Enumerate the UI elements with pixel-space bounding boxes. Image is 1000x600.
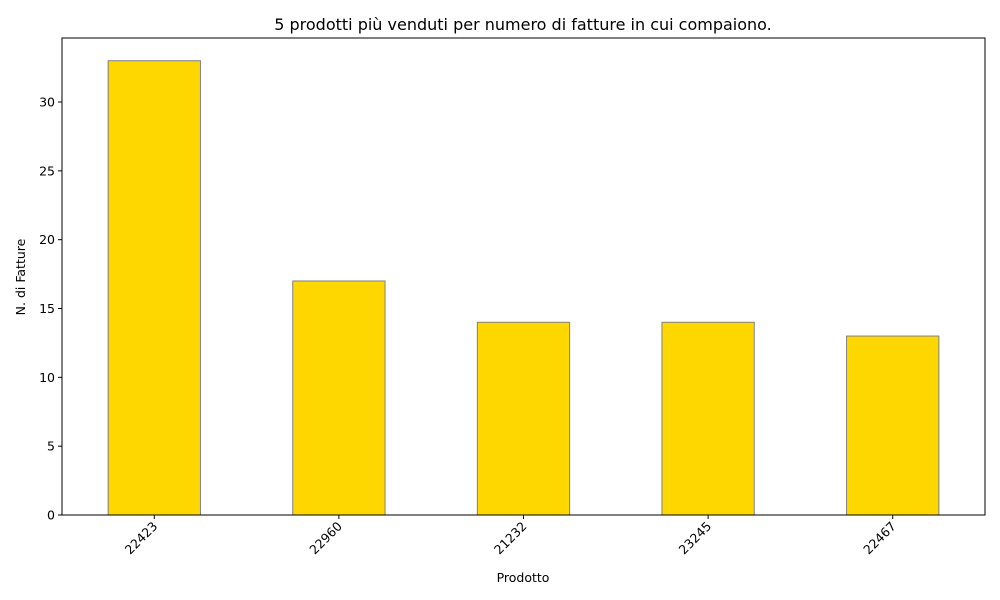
y-tick-label: 5 [47,439,55,454]
x-axis: 22423 22960 21232 23245 22467 [122,515,899,557]
y-tick-label: 15 [39,301,55,316]
y-tick-label: 0 [47,508,55,523]
plot-frame [61,37,986,516]
y-tick-label: 30 [39,95,55,110]
x-tick-label: 21232 [491,519,530,558]
bars-group [107,60,940,516]
y-tick-label: 10 [39,370,55,385]
x-tick-label: 22467 [860,519,899,558]
bar-22467 [846,335,940,516]
y-axis-label: N. di Fatture [13,238,28,315]
y-tick-label: 20 [39,232,55,247]
bar-23245 [661,321,755,516]
bar-21232 [476,321,571,516]
bar-22960 [292,280,386,516]
y-axis: 0 5 10 15 20 25 30 [39,95,62,523]
y-tick-label: 25 [39,163,55,178]
x-tick-label: 23245 [675,519,714,558]
chart-title: 5 prodotti più venduti per numero di fat… [274,15,772,34]
x-tick-label: 22960 [306,518,345,557]
x-tick-label: 22423 [122,519,161,558]
x-axis-label: Prodotto [497,570,550,585]
bar-22423 [107,60,201,516]
